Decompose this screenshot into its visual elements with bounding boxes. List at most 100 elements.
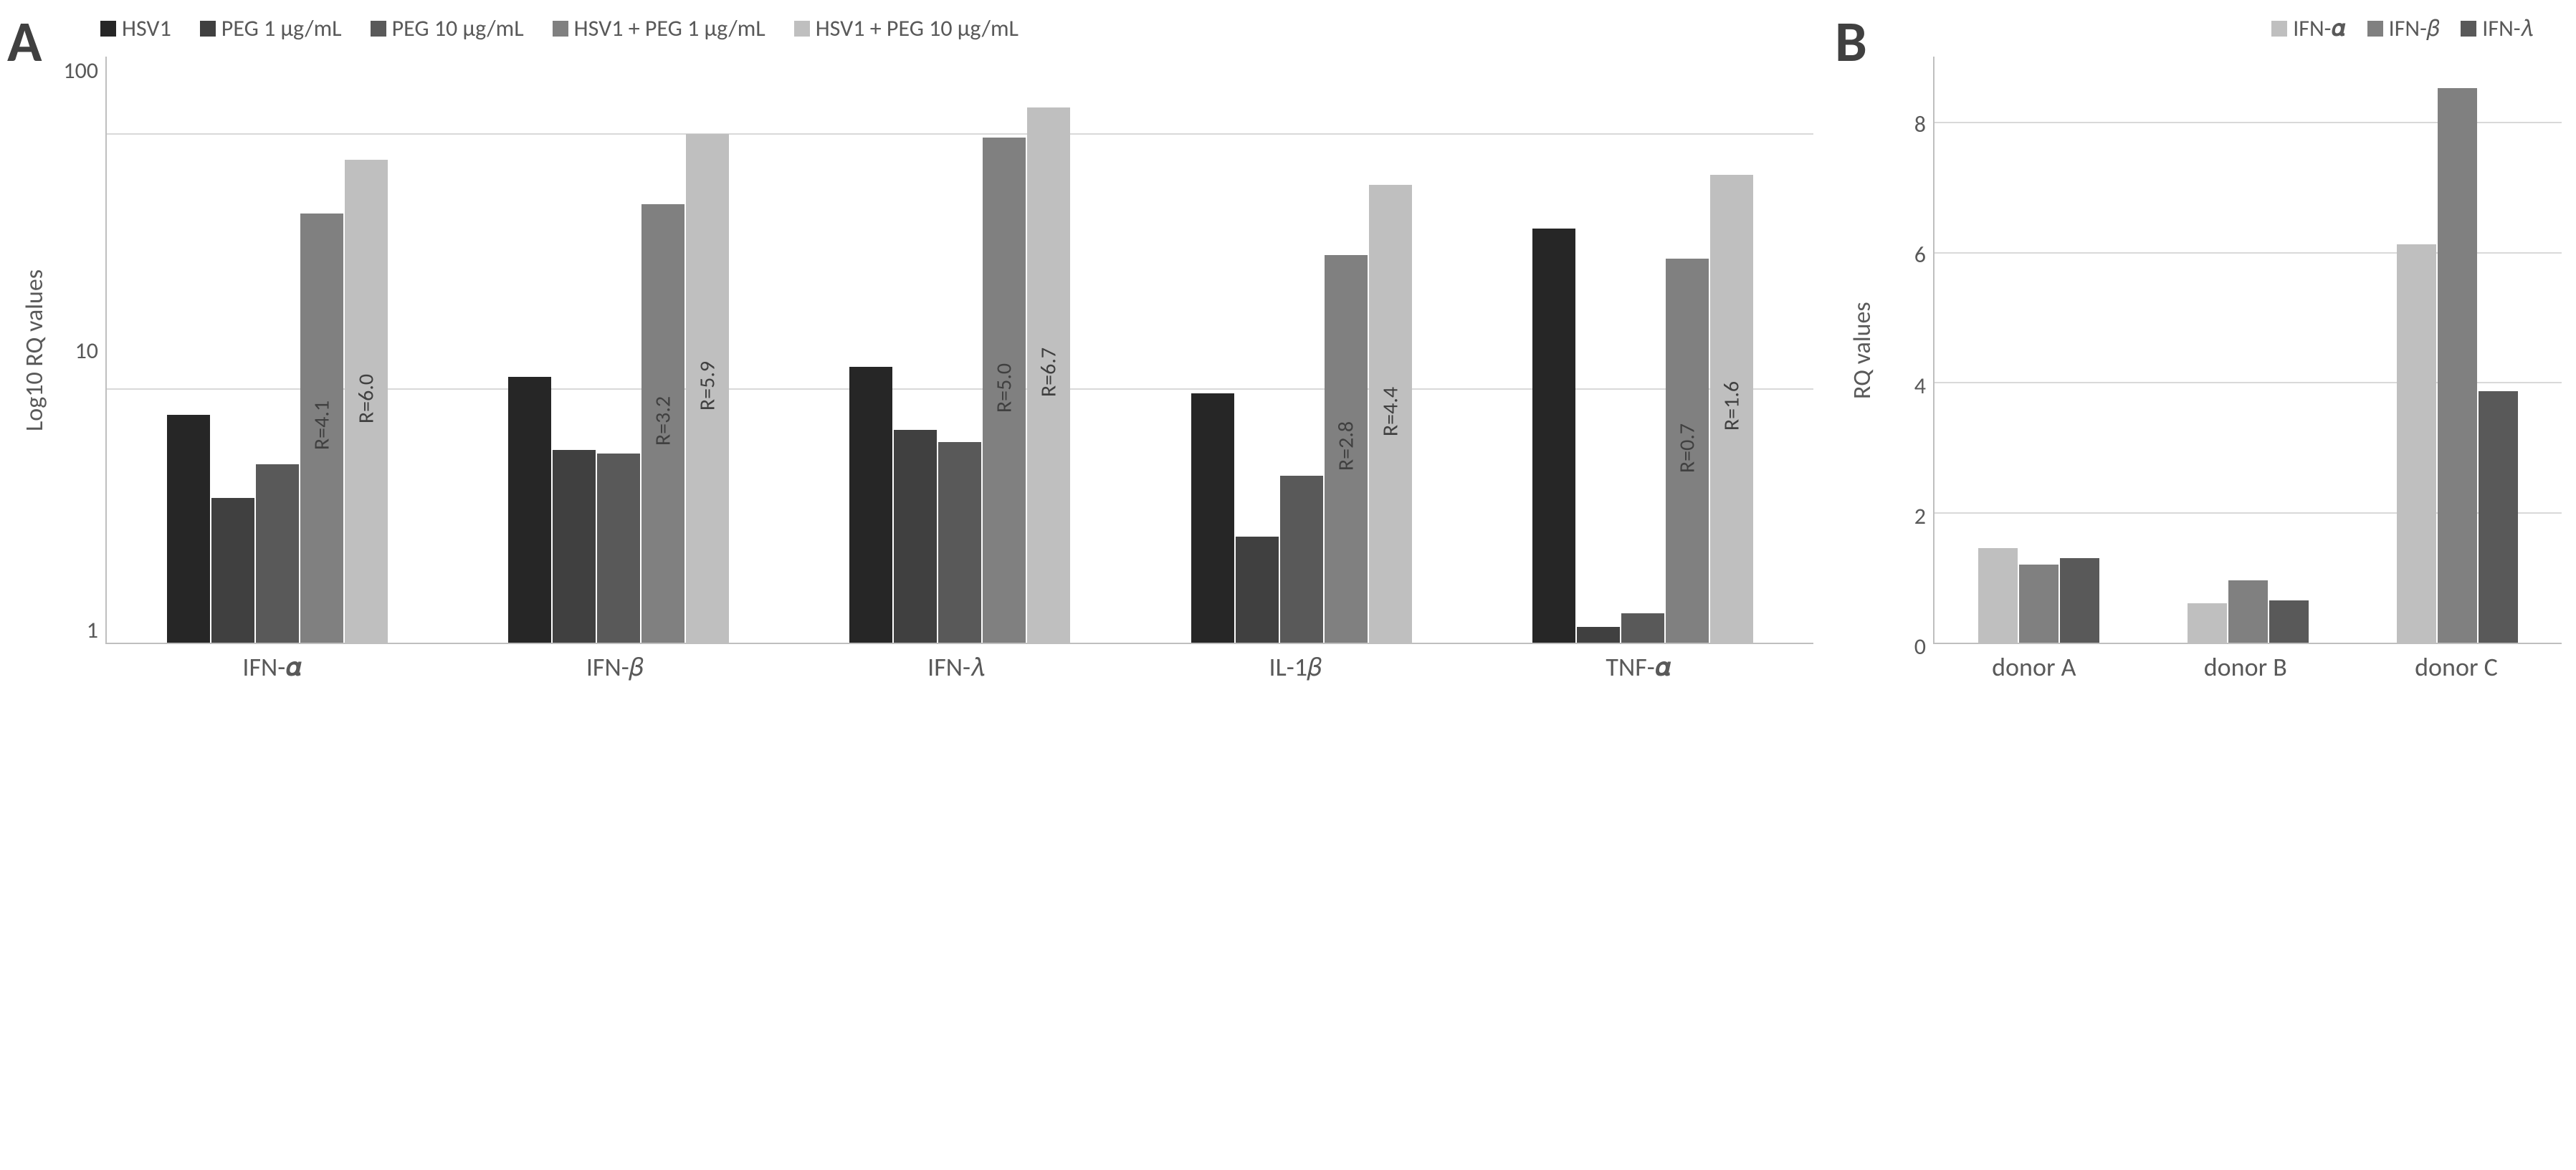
bar	[553, 450, 596, 643]
legend-swatch	[2271, 21, 2287, 37]
legend-swatch	[100, 21, 116, 37]
panel-b-plot-area	[1933, 57, 2562, 644]
bar-annotation: R=5.9	[695, 361, 721, 411]
panel-a-yaxis-label: Log10 RQ values	[14, 57, 55, 644]
bar	[1191, 393, 1234, 643]
bar: R=5.0	[983, 138, 1026, 643]
legend-item: IFN-𝛽	[2367, 14, 2440, 42]
xaxis-label: IFN-𝛽	[586, 651, 643, 683]
bar: R=5.9	[686, 134, 729, 643]
bar-annotation: R=6.7	[1036, 347, 1062, 397]
panel-b-bars	[1935, 57, 2562, 643]
legend-label: IFN-𝛽	[2389, 14, 2440, 42]
bar-group: R=5.0 R=6.7	[849, 57, 1070, 643]
xaxis-label: TNF-𝜶	[1606, 651, 1671, 683]
legend-label: PEG 10 µg/mL	[392, 14, 524, 42]
bar-annotation: R=5.0	[991, 363, 1018, 413]
bar	[2188, 603, 2227, 643]
bar: R=4.1	[300, 214, 343, 643]
legend-item: HSV1	[100, 14, 171, 42]
bar	[2019, 565, 2059, 643]
ytick-label: 8	[1914, 110, 1926, 138]
bar-annotation: R=6.0	[353, 374, 380, 423]
legend-label: IFN-𝜶	[2293, 14, 2345, 42]
legend-label: IFN-𝜆	[2482, 14, 2533, 42]
bar-annotation: R=4.4	[1377, 387, 1403, 436]
legend-swatch	[553, 21, 568, 37]
xaxis-label: donor C	[2415, 651, 2498, 683]
bar	[167, 415, 210, 643]
legend-item: PEG 10 µg/mL	[371, 14, 524, 42]
legend-swatch	[200, 21, 216, 37]
bar	[508, 377, 551, 643]
legend-label: HSV1 + PEG 1 µg/mL	[574, 14, 765, 42]
bar	[1978, 548, 2018, 643]
bar	[211, 498, 254, 643]
bar: R=6.7	[1027, 107, 1070, 643]
bar-annotation: R=0.7	[1674, 423, 1700, 473]
bar-group: R=3.2 R=5.9	[508, 57, 729, 643]
bar	[1532, 229, 1575, 643]
bar-group: R=0.7 R=1.6	[1532, 57, 1753, 643]
legend-item: HSV1 + PEG 1 µg/mL	[553, 14, 765, 42]
panel-a-label: A	[7, 7, 42, 77]
panel-a: A HSV1PEG 1 µg/mLPEG 10 µg/mLHSV1 + PEG …	[14, 14, 1813, 683]
bar-group	[2188, 57, 2309, 643]
panel-a-legend: HSV1 PEG 1 µg/mL PEG 10 µg/mL HSV1 + PEG 1 …	[100, 14, 1813, 42]
bar: R=6.0	[345, 160, 388, 643]
xaxis-label: IL-1𝛽	[1269, 651, 1322, 683]
legend-label: HSV1	[122, 14, 171, 42]
legend-label: HSV1 + PEG 10 µg/mL	[816, 14, 1019, 42]
legend-item: IFN-𝜶	[2271, 14, 2345, 42]
bar-group: R=4.1 R=6.0	[167, 57, 388, 643]
bar: R=3.2	[641, 204, 684, 643]
ytick-label: 6	[1914, 241, 1926, 269]
panel-a-plot-area: R=4.1 R=6.0 R=3.2 R=5.9 R=5.0 R=6.7 R=2.8 R=4.4…	[105, 57, 1813, 644]
bar	[2060, 558, 2099, 643]
panel-a-chart: Log10 RQ values 100101 R=4.1R=6.0R=3.2R=…	[14, 57, 1813, 644]
bar	[938, 442, 981, 643]
panel-b: B IFN-𝜶IFN-𝛽IFN-𝜆 RQ values 86420 donor …	[1842, 14, 2562, 683]
bar: R=2.8	[1325, 255, 1368, 643]
bar	[2438, 88, 2477, 643]
legend-swatch	[2367, 21, 2383, 37]
ytick-label: 2	[1914, 502, 1926, 530]
xaxis-label: IFN-𝜶	[242, 651, 302, 683]
legend-item: IFN-𝜆	[2461, 14, 2533, 42]
ytick-label: 100	[55, 57, 98, 85]
ytick-label: 0	[1914, 633, 1926, 661]
bar-annotation: R=4.1	[309, 401, 335, 450]
panel-b-chart: RQ values 86420	[1842, 57, 2562, 644]
legend-label: PEG 1 µg/mL	[221, 14, 342, 42]
legend-swatch	[371, 21, 386, 37]
bar: R=1.6	[1710, 175, 1753, 643]
panel-a-yaxis-ticks: 100 10 1	[55, 57, 105, 644]
bar	[849, 367, 892, 643]
panel-b-legend: IFN-𝜶 IFN-𝛽 IFN-𝜆	[1842, 14, 2533, 42]
bar-group	[1978, 57, 2099, 643]
panel-a-xaxis: IFN-𝜶 IFN-𝛽 IFN-𝜆 IL-1𝛽 TNF-𝜶	[100, 651, 1813, 683]
panel-b-label: B	[1835, 7, 1867, 77]
panel-b-yaxis-label: RQ values	[1842, 57, 1883, 644]
bar-annotation: R=2.8	[1332, 421, 1359, 471]
xaxis-label: IFN-𝜆	[927, 651, 985, 683]
bar	[1621, 613, 1664, 643]
bar-group: R=2.8 R=4.4	[1191, 57, 1412, 643]
legend-item: PEG 1 µg/mL	[200, 14, 342, 42]
bar	[2269, 600, 2309, 643]
bar	[1236, 537, 1279, 643]
panel-a-bars: R=4.1 R=6.0 R=3.2 R=5.9 R=5.0 R=6.7 R=2.8 R=4.4…	[107, 57, 1813, 643]
figure-container: A HSV1PEG 1 µg/mLPEG 10 µg/mLHSV1 + PEG …	[14, 14, 2562, 683]
panel-b-yaxis-ticks: 86420	[1883, 57, 1933, 644]
legend-swatch	[794, 21, 810, 37]
ytick-label: 4	[1914, 372, 1926, 400]
ytick-label: 10	[55, 337, 98, 365]
legend-item: HSV1 + PEG 10 µg/mL	[794, 14, 1019, 42]
ytick-label: 1	[55, 616, 98, 644]
bar	[2479, 391, 2518, 643]
bar-annotation: R=3.2	[650, 396, 677, 446]
legend-swatch	[2461, 21, 2476, 37]
bar: R=0.7	[1666, 259, 1709, 643]
bar-group	[2397, 57, 2518, 643]
bar	[256, 464, 299, 643]
